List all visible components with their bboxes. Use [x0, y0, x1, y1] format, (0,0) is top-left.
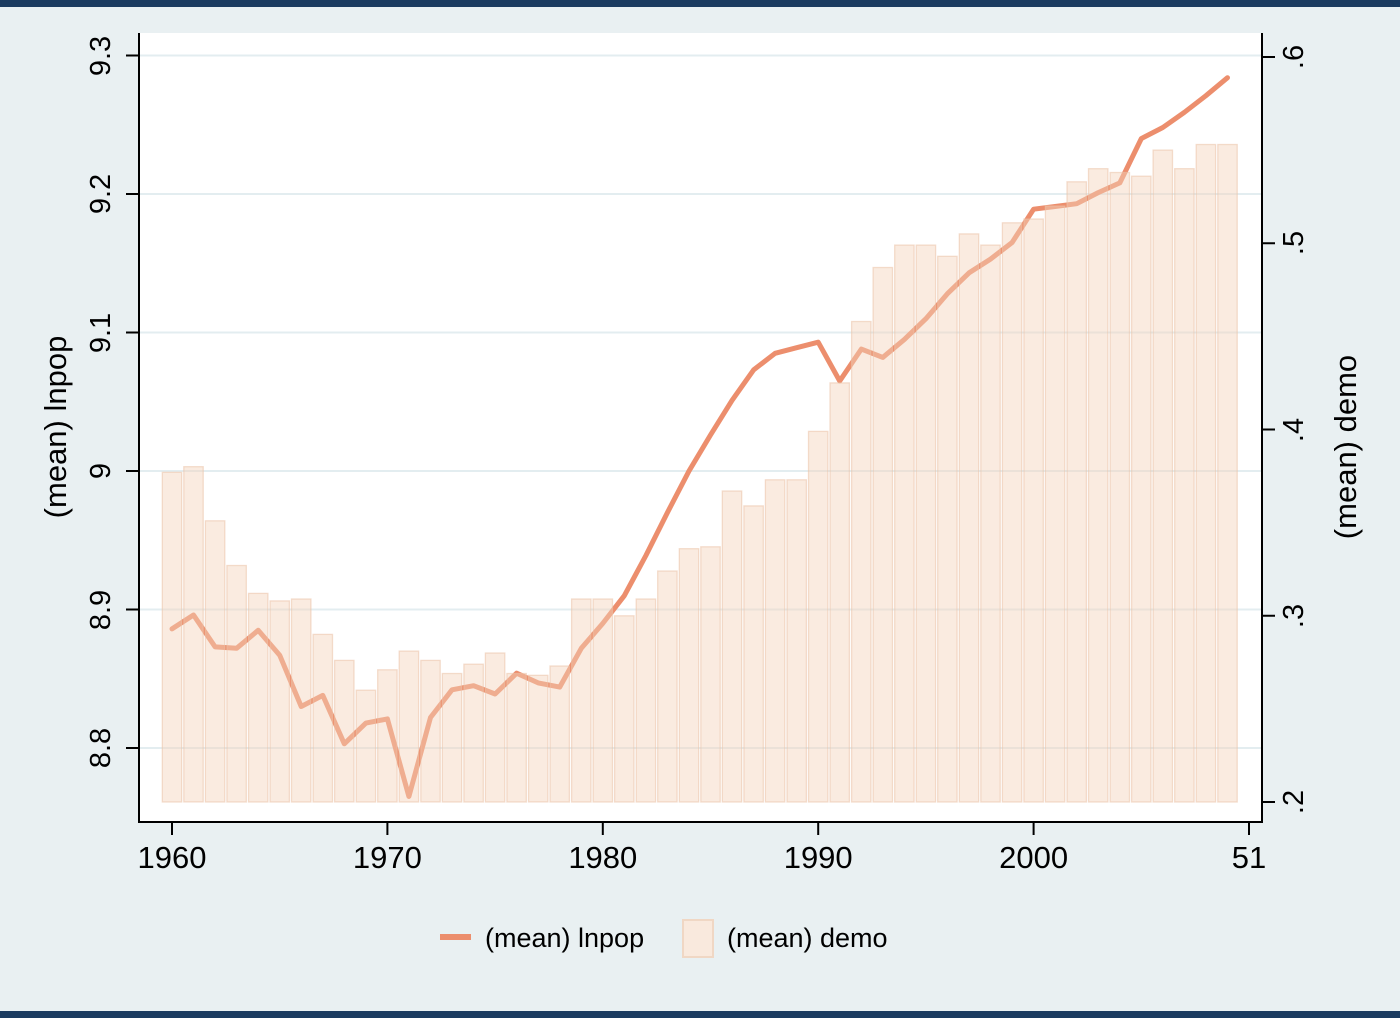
- left-axis-tick-label: 8.9: [85, 589, 117, 630]
- demo-bar: [484, 652, 506, 803]
- x-axis-tick-label: 1990: [783, 840, 853, 875]
- demo-bar: [183, 466, 204, 803]
- demo-bar: [333, 659, 355, 803]
- demo-bar: [829, 382, 851, 803]
- demo-bar: [1066, 181, 1088, 803]
- lnpop-line-series: [169, 75, 1230, 799]
- right-axis-tick-label: .3: [1278, 603, 1310, 628]
- demo-bar: [1023, 218, 1044, 803]
- left-axis-tick-label: 8.8: [85, 727, 117, 769]
- right-axis-tick-label: .4: [1278, 417, 1310, 442]
- left-axis-title: (mean) lnpop: [38, 335, 73, 519]
- demo-bar: [1087, 168, 1109, 803]
- demo-bar: [894, 244, 915, 803]
- right-axis-tick-label: .6: [1278, 44, 1310, 70]
- demo-bar: [527, 674, 549, 803]
- demo-bar: [269, 600, 291, 803]
- left-axis-tick-label: 9.1: [85, 312, 117, 353]
- demo-bar: [915, 244, 937, 803]
- demo-bar: [786, 479, 808, 803]
- demo-bar: [1001, 222, 1023, 803]
- demo-bar: [377, 669, 398, 803]
- demo-bar: [657, 570, 678, 803]
- demo-bar: [635, 598, 657, 803]
- x-axis-tick-label: 1960: [137, 840, 207, 875]
- demo-bar: [1044, 205, 1066, 803]
- demo-bar: [290, 598, 312, 803]
- demo-bar: [678, 548, 700, 803]
- demo-bar: [161, 471, 183, 803]
- right-axis-title: (mean) demo: [1328, 354, 1363, 540]
- legend-lnpop-line-swatch: [440, 934, 471, 940]
- demo-bar: [398, 650, 420, 803]
- demo-bar: [1195, 143, 1217, 803]
- demo-bar: [355, 689, 377, 803]
- legend-demo-label: (mean) demo: [727, 923, 888, 953]
- demo-bar: [1174, 168, 1195, 803]
- demo-bar: [721, 490, 743, 803]
- x-axis-tick-label: 1970: [352, 840, 422, 875]
- right-axis-tick-label: .5: [1278, 231, 1310, 256]
- demo-bar: [958, 233, 980, 803]
- demo-bar: [506, 672, 527, 803]
- bottom-border-strip: [0, 1011, 1400, 1018]
- demo-bar: [872, 266, 894, 803]
- top-border-strip: [0, 0, 1400, 7]
- demo-bar: [613, 615, 635, 803]
- demo-bar: [700, 546, 721, 803]
- demo-bar: [850, 320, 872, 803]
- demo-bar: [937, 255, 958, 803]
- demo-bar: [226, 564, 247, 803]
- demo-bar: [204, 520, 226, 803]
- demo-bar: [1152, 149, 1174, 803]
- demo-bar: [463, 663, 484, 803]
- demo-bar: [1130, 175, 1152, 803]
- demo-bar: [764, 479, 786, 803]
- x-axis-tick-label: 1980: [568, 840, 638, 875]
- demo-bar: [1217, 143, 1238, 803]
- left-axis-tick-label: 9.3: [85, 35, 117, 76]
- x-axis-tick-label: 51: [1231, 840, 1267, 875]
- demo-bar: [980, 244, 1001, 803]
- demo-bar: [247, 592, 269, 803]
- demo-bar: [743, 505, 764, 803]
- x-axis-tick-label: 2000: [999, 840, 1069, 875]
- left-axis-tick-label: 9: [85, 462, 117, 480]
- demo-bar: [441, 672, 463, 803]
- demo-bar: [312, 633, 334, 803]
- left-axis-tick-label: 9.2: [85, 173, 117, 215]
- demo-bar: [807, 430, 829, 803]
- legend-demo-bar-swatch: [682, 919, 714, 958]
- demo-bar: [592, 598, 614, 803]
- legend-lnpop-label: (mean) lnpop: [485, 923, 645, 953]
- demo-bar: [549, 665, 571, 803]
- demo-bar: [1109, 171, 1131, 803]
- demo-bar: [570, 598, 592, 803]
- demo-bar: [420, 659, 441, 803]
